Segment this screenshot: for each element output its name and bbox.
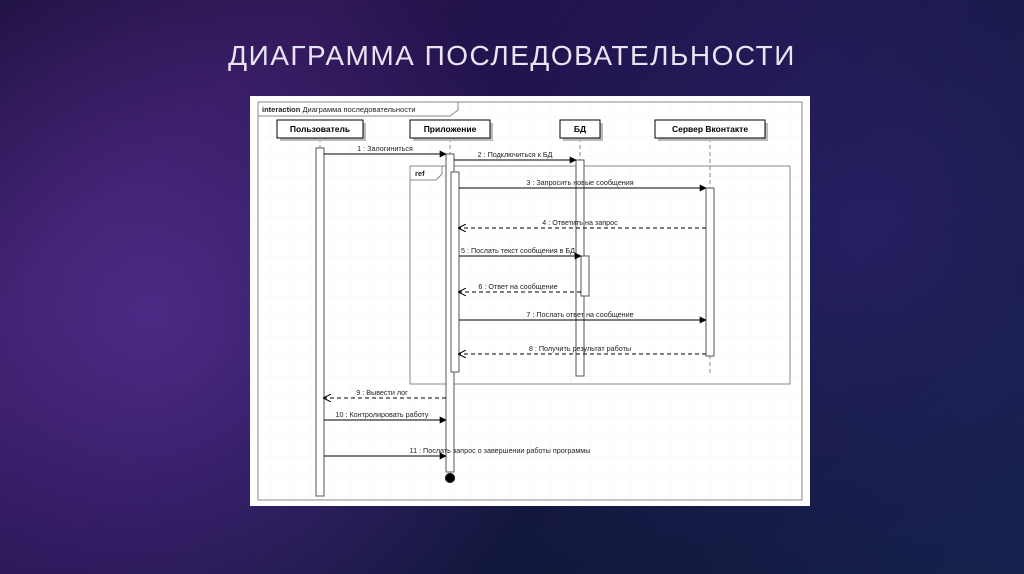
- destroy-marker-icon: [445, 473, 455, 483]
- msg-4-label: 4 : Ответить на запрос: [542, 218, 618, 227]
- msg-2-label: 2 : Подключиться к БД: [478, 150, 553, 159]
- lifeline-label-vk: Сервер Вконтакте: [672, 124, 748, 134]
- msg-9-label: 9 : Вывести лог: [356, 388, 408, 397]
- msg-7-label: 7 : Послать ответ на сообщение: [526, 310, 633, 319]
- slide-background: ДИАГРАММА ПОСЛЕДОВАТЕЛЬНОСТИ interaction: [0, 0, 1024, 574]
- msg-5-label: 5 : Послать текст сообщения в БД: [461, 246, 575, 255]
- msg-3-label: 3 : Запросить новые сообщения: [526, 178, 633, 187]
- sequence-diagram-svg: interaction Диаграмма последовательности…: [250, 96, 810, 506]
- msg-11-label: 11 : Послать запрос о завершении работы …: [410, 446, 591, 455]
- slide-title: ДИАГРАММА ПОСЛЕДОВАТЕЛЬНОСТИ: [0, 40, 1024, 72]
- msg-8-label: 8 : Получить результат работы: [529, 344, 631, 353]
- activation-user: [316, 148, 324, 496]
- msg-1-label: 1 : Залогиниться: [357, 144, 413, 153]
- ref-tab-label: ref: [415, 169, 425, 178]
- activation-vk: [706, 188, 714, 356]
- lifeline-label-db: БД: [574, 124, 586, 134]
- msg-10-label: 10 : Контролировать работу: [336, 410, 429, 419]
- interaction-tab-keyword: interaction Диаграмма последовательности: [262, 105, 416, 114]
- sequence-diagram: interaction Диаграмма последовательности…: [250, 96, 810, 506]
- msg-6-label: 6 : Ответ на сообщение: [478, 282, 557, 291]
- lifeline-label-app: Приложение: [424, 124, 477, 134]
- lifeline-label-user: Пользователь: [290, 124, 350, 134]
- activation-db-nested: [581, 256, 589, 296]
- activation-app-nested: [451, 172, 459, 372]
